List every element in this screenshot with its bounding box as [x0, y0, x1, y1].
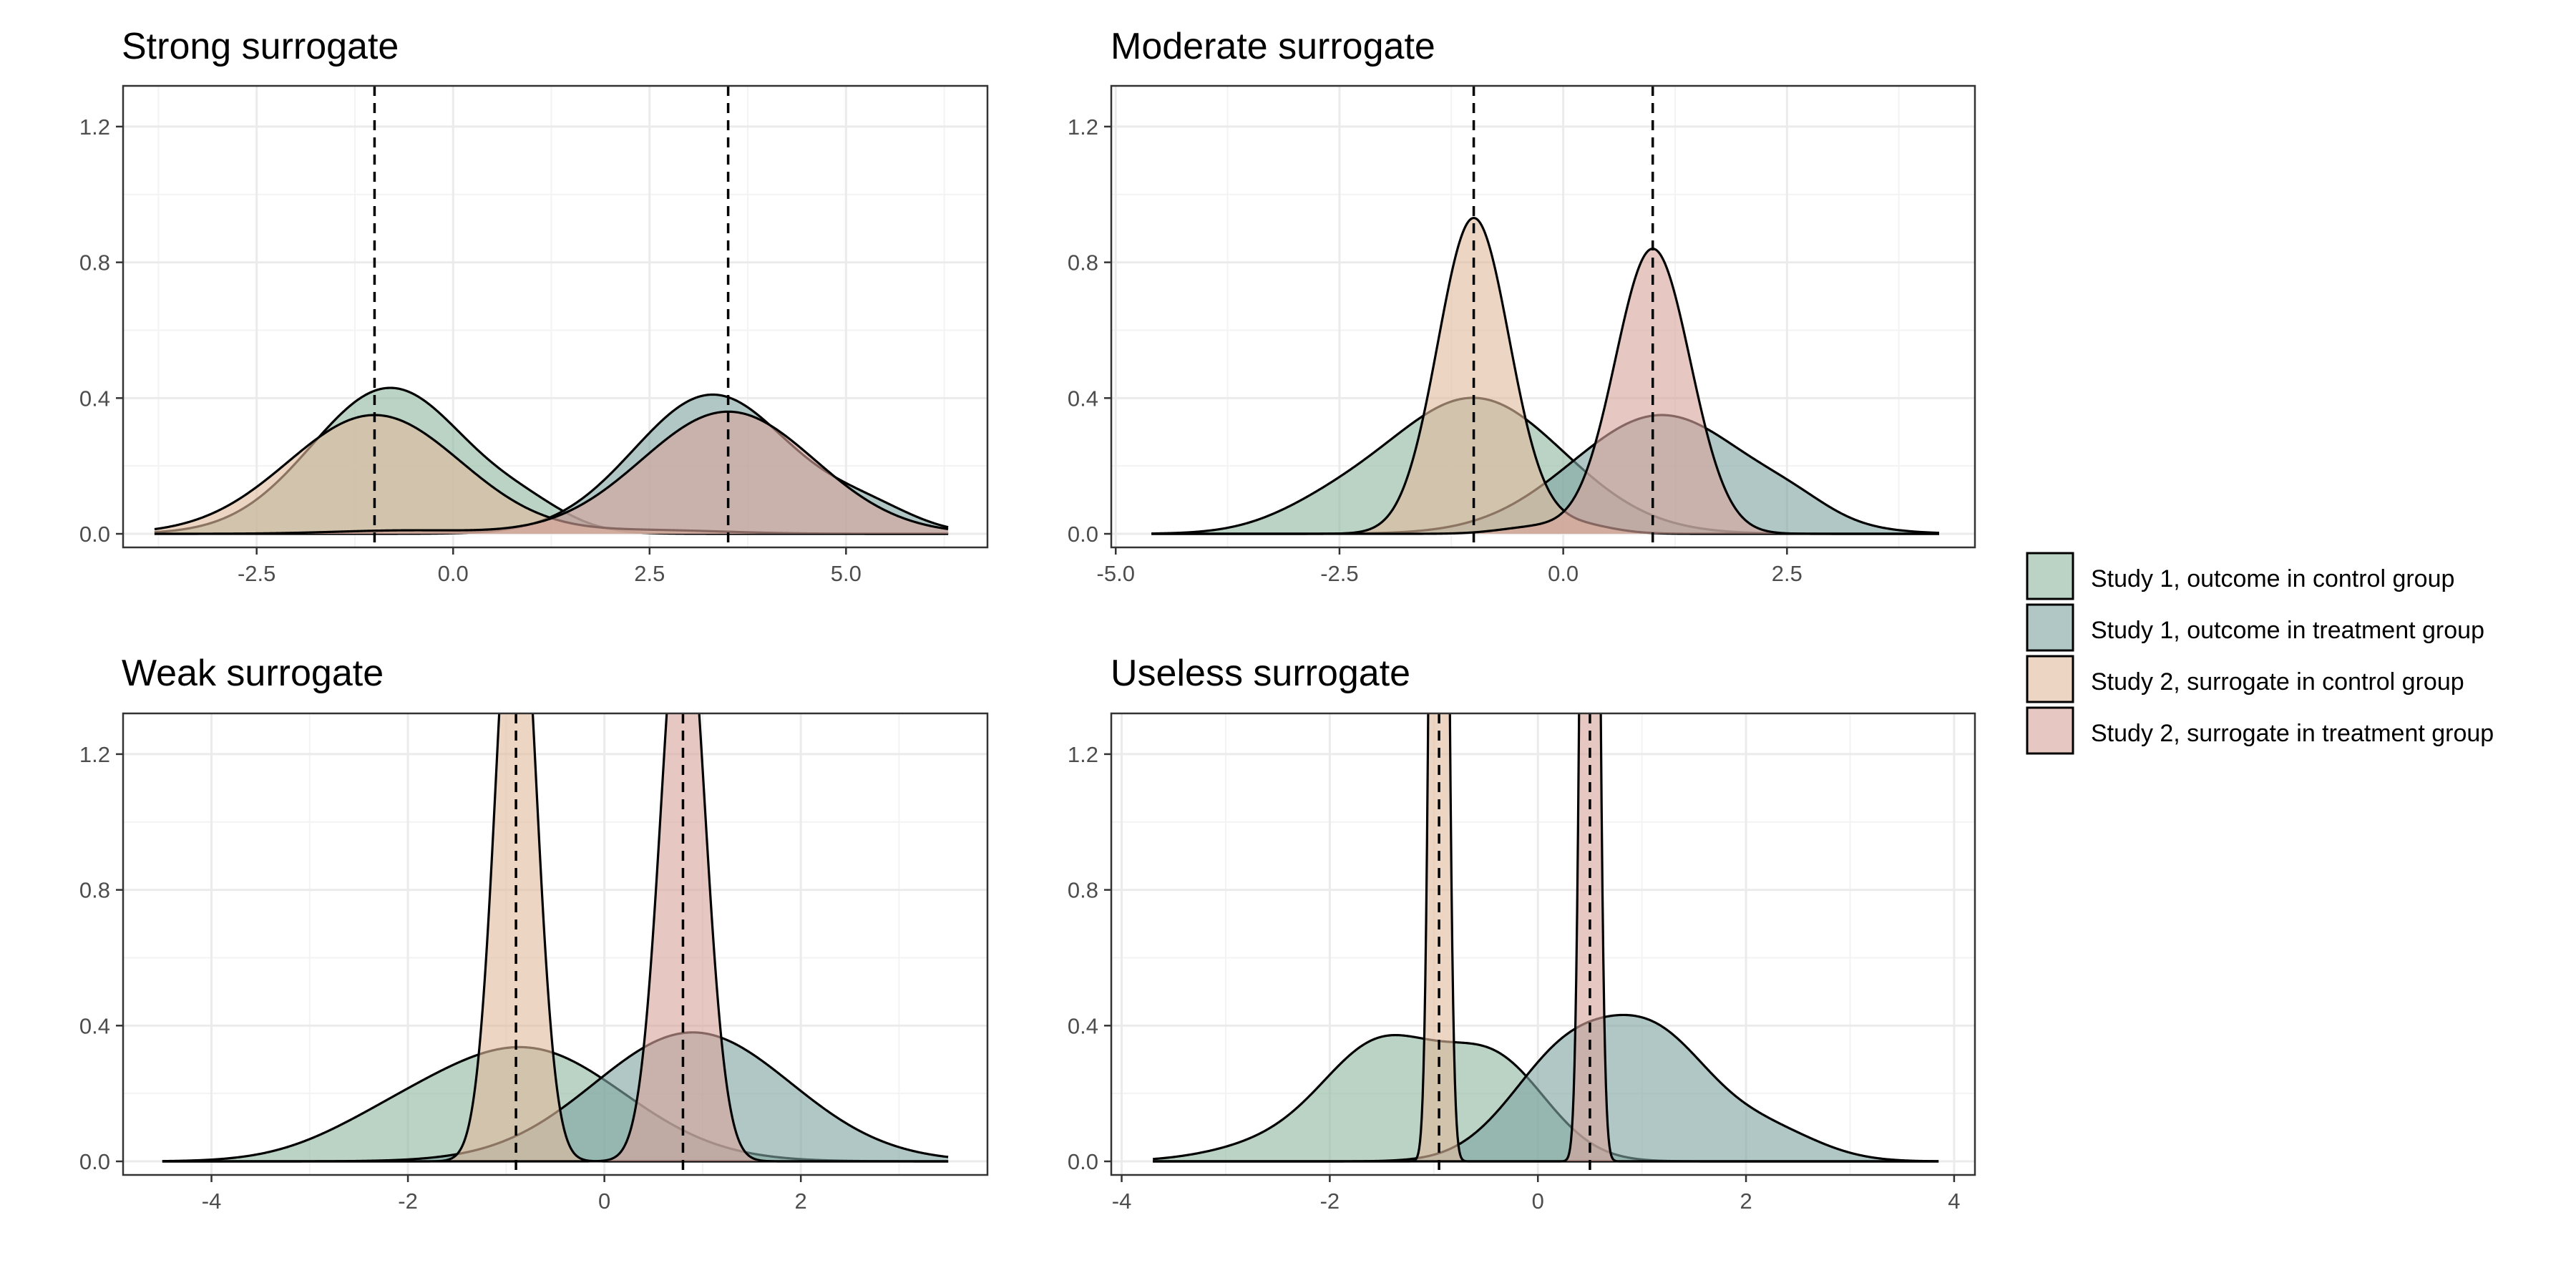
x-tick-label: 2.5	[1772, 561, 1802, 586]
x-tick-label: -2	[398, 1189, 418, 1214]
density-layer	[162, 713, 949, 1163]
legend-label: Study 1, outcome in control group	[2091, 565, 2454, 592]
legend-key	[2026, 706, 2074, 755]
plot-area: -2.5 0.0 2.5 5.0 0.0 0.4 0.8 1.2	[79, 84, 989, 586]
panel-strong-surrogate: Strong surrogate -2.5 0.0 2.5 5.0 0.0 0.4 0.8 1…	[79, 26, 989, 586]
plot-area: -5.0 -2.5 0.0 2.5 0.0 0.4 0.8 1.2	[1068, 84, 1976, 586]
y-tick-label: 1.2	[1068, 114, 1098, 140]
y-tick-label: 0.0	[1068, 1149, 1098, 1174]
plot-area: -4 -2 0 2 0.0 0.4 0.8 1.2	[79, 712, 989, 1214]
density-area	[1153, 1035, 1939, 1162]
y-tick-label: 0.8	[1068, 878, 1098, 903]
x-tick-label: -4	[202, 1189, 222, 1214]
density-curve	[154, 410, 949, 535]
y-tick-label: 0.4	[79, 1013, 110, 1038]
y-tick-label: 0.0	[1068, 522, 1098, 547]
y-tick-label: 0.4	[1068, 386, 1098, 411]
y-tick-label: 0.4	[1068, 1013, 1098, 1038]
legend-label: Study 1, outcome in treatment group	[2091, 617, 2484, 644]
legend-item: Study 1, outcome in control group	[2026, 552, 2454, 600]
panel-title: Weak surrogate	[122, 653, 384, 694]
x-tick-label: -5.0	[1097, 561, 1135, 586]
y-tick-label: 0.0	[79, 522, 110, 547]
y-tick-label: 1.2	[79, 114, 110, 140]
panel-border	[122, 712, 989, 1176]
density-layer	[154, 386, 949, 535]
panel-border	[122, 84, 989, 549]
density-area	[154, 411, 949, 535]
y-tick-label: 0.0	[79, 1149, 110, 1174]
density-area	[1153, 1015, 1939, 1162]
x-tick-label: -2	[1320, 1189, 1340, 1214]
density-curve	[1151, 248, 1940, 535]
x-tick-label: 0.0	[438, 561, 469, 586]
y-tick-label: 1.2	[79, 742, 110, 767]
plot-area: -4 -2 0 2 4 0.0 0.4 0.8 1.2	[1068, 712, 1976, 1214]
y-tick-label: 0.8	[79, 878, 110, 903]
panel-weak-surrogate: Weak surrogate -4 -2 0 2 0.0 0.4 0.8 1.2	[79, 653, 989, 1214]
x-tick-label: 4	[1948, 1189, 1960, 1214]
density-curve	[162, 713, 949, 1163]
legend-item: Study 1, outcome in treatment group	[2026, 603, 2484, 652]
panel-useless-surrogate: Useless surrogate -4 -2 0 2 4 0.0 0.4 0.8 1.2	[1068, 653, 1976, 1214]
legend-item: Study 2, surrogate in control group	[2026, 655, 2464, 703]
legend-label: Study 2, surrogate in control group	[2091, 668, 2464, 696]
x-tick-label: 2	[795, 1189, 807, 1214]
density-area	[162, 1032, 949, 1162]
x-tick-label: 0	[598, 1189, 610, 1214]
density-area	[1151, 397, 1939, 535]
panel-title: Strong surrogate	[122, 26, 399, 67]
x-tick-label: 2.5	[634, 561, 665, 586]
y-tick-label: 0.8	[79, 250, 110, 275]
legend-label: Study 2, surrogate in treatment group	[2091, 720, 2494, 747]
panel-border	[1110, 84, 1976, 549]
density-area	[1151, 415, 1939, 535]
x-tick-label: 2	[1740, 1189, 1752, 1214]
y-tick-label: 0.8	[1068, 250, 1098, 275]
density-layer	[1152, 713, 1939, 1163]
legend-item: Study 2, surrogate in treatment group	[2026, 706, 2494, 755]
x-tick-label: 0	[1532, 1189, 1544, 1214]
panel-title: Useless surrogate	[1111, 653, 1410, 694]
legend-key	[2026, 603, 2074, 652]
panel-title: Moderate surrogate	[1111, 26, 1435, 67]
panel-border	[1110, 712, 1976, 1176]
panel-moderate-surrogate: Moderate surrogate -5.0 -2.5 0.0 2.5 0.0 0.4 0…	[1068, 26, 1976, 586]
density-curve	[1152, 713, 1939, 1163]
density-layer	[1151, 217, 1940, 535]
density-area	[154, 415, 949, 535]
y-tick-label: 0.4	[79, 386, 110, 411]
plot-background	[123, 86, 987, 547]
y-tick-label: 1.2	[1068, 742, 1098, 767]
legend: Study 1, outcome in control group Study …	[2026, 552, 2494, 755]
x-tick-label: -4	[1112, 1189, 1132, 1214]
legend-key	[2026, 655, 2074, 703]
x-tick-label: 5.0	[831, 561, 862, 586]
x-tick-label: 0.0	[1548, 561, 1579, 586]
x-tick-label: -2.5	[1320, 561, 1358, 586]
legend-key	[2026, 552, 2074, 600]
x-tick-label: -2.5	[238, 561, 275, 586]
